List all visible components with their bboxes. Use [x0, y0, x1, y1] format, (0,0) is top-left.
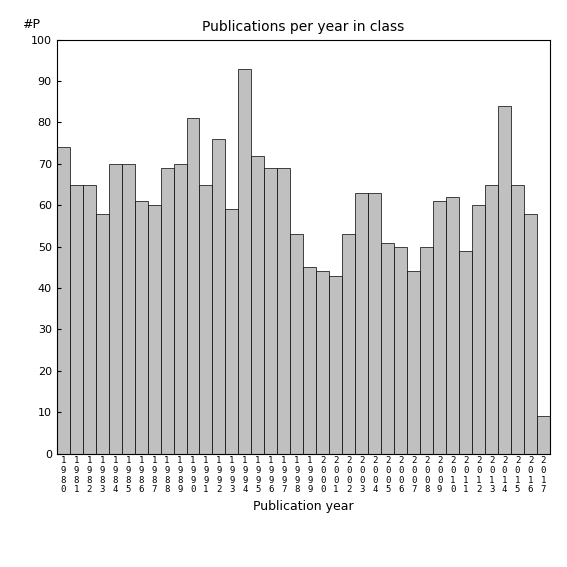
Bar	[213, 139, 226, 454]
Bar	[316, 272, 329, 454]
Bar	[96, 214, 109, 454]
Bar	[147, 205, 160, 454]
Bar	[290, 234, 303, 454]
Bar	[57, 147, 70, 454]
Bar	[394, 247, 407, 454]
Bar	[70, 185, 83, 454]
Bar	[109, 164, 121, 454]
Bar	[174, 164, 187, 454]
Bar	[381, 243, 394, 454]
Bar	[511, 185, 524, 454]
Bar	[368, 193, 381, 454]
Bar	[239, 69, 251, 454]
Bar	[83, 185, 96, 454]
Bar	[356, 193, 368, 454]
Bar	[537, 416, 550, 454]
Bar	[200, 185, 213, 454]
Bar	[226, 209, 239, 454]
Bar	[342, 234, 356, 454]
Bar	[446, 197, 459, 454]
Bar	[134, 201, 147, 454]
Bar	[160, 168, 174, 454]
Bar	[459, 251, 472, 454]
Bar	[485, 185, 498, 454]
Bar	[264, 168, 277, 454]
Bar	[303, 267, 316, 454]
Bar	[277, 168, 290, 454]
Bar	[420, 247, 433, 454]
Bar	[329, 276, 342, 454]
Bar	[407, 272, 420, 454]
Title: Publications per year in class: Publications per year in class	[202, 20, 404, 35]
X-axis label: Publication year: Publication year	[253, 500, 354, 513]
Bar	[524, 214, 537, 454]
Bar	[187, 119, 200, 454]
Y-axis label: #P: #P	[22, 18, 40, 31]
Bar	[121, 164, 134, 454]
Bar	[472, 205, 485, 454]
Bar	[433, 201, 446, 454]
Bar	[498, 106, 511, 454]
Bar	[251, 155, 264, 454]
